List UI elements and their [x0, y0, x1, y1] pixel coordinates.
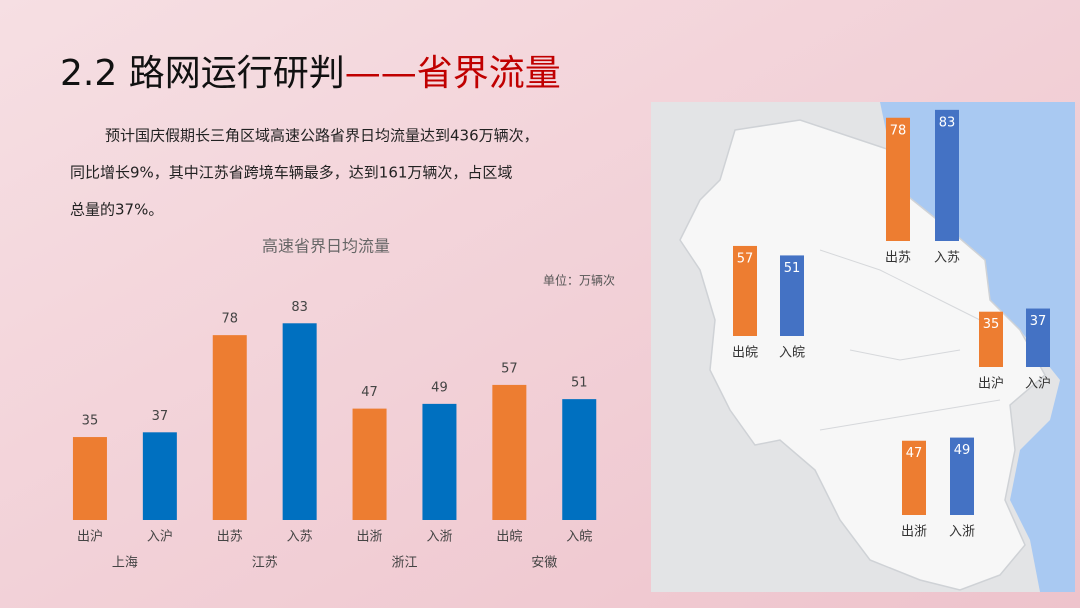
x-tick-label: 出沪	[77, 529, 103, 545]
map-value-label: 49	[954, 443, 971, 458]
bar	[142, 432, 177, 520]
paragraph-line: 同比增长9%，其中江苏省跨境车辆最多，达到161万辆次，占区域	[70, 164, 512, 182]
value-label: 37	[152, 409, 169, 424]
group-label: 上海	[112, 556, 138, 571]
unit-label: 单位：万辆次	[543, 273, 615, 288]
value-label: 47	[361, 385, 378, 400]
map	[651, 102, 1075, 592]
slide-title: 2.2 路网运行研判——省界流量	[60, 53, 561, 94]
map-sea	[880, 102, 1075, 592]
x-tick-label: 入沪	[147, 529, 173, 545]
x-tick-label: 出皖	[496, 530, 522, 545]
bar	[422, 403, 457, 520]
map-bar	[733, 245, 757, 336]
value-label: 57	[501, 361, 518, 376]
map-bar	[979, 311, 1003, 367]
map-value-label: 37	[1030, 314, 1047, 329]
bar	[212, 335, 247, 520]
x-tick-label: 出浙	[357, 530, 383, 545]
map-bar	[780, 255, 804, 336]
x-tick-label: 入苏	[287, 529, 313, 545]
map-bar-label: 入苏	[934, 250, 960, 266]
map-bar	[950, 437, 974, 515]
value-label: 51	[571, 376, 588, 391]
group-label: 安徽	[531, 556, 557, 571]
map-bar	[935, 109, 959, 241]
bar	[562, 399, 597, 520]
bar	[282, 323, 317, 520]
x-tick-label: 入皖	[566, 530, 592, 545]
map-bar-label: 入浙	[949, 525, 975, 540]
paragraph-line: 预计国庆假期长三角区域高速公路省界日均流量达到436万辆次，	[105, 127, 539, 145]
value-label: 78	[221, 312, 238, 327]
group-label: 浙江	[391, 556, 417, 571]
map-bar	[1026, 308, 1050, 367]
map-bar	[886, 117, 910, 241]
map-bar-label: 入皖	[779, 346, 805, 361]
map-bar	[902, 440, 926, 515]
map-value-label: 83	[939, 115, 956, 130]
map-value-label: 78	[890, 123, 907, 138]
map-bar-label: 出苏	[885, 250, 911, 266]
x-tick-label: 出苏	[217, 529, 243, 545]
title-accent: ——省界流量	[345, 53, 561, 94]
bar	[492, 384, 527, 520]
value-label: 49	[431, 380, 448, 395]
map-value-label: 47	[906, 446, 923, 461]
map-bar-label: 出浙	[901, 525, 927, 540]
map-bar-label: 出沪	[978, 376, 1004, 392]
group-label: 江苏	[252, 555, 278, 571]
map-value-label: 51	[784, 261, 801, 276]
map-value-label: 35	[983, 317, 1000, 332]
chart-title: 高速省界日均流量	[262, 237, 390, 256]
map-border	[819, 249, 1001, 431]
map-bar-label: 出皖	[732, 346, 758, 361]
bar	[352, 408, 387, 520]
map-bar-label: 入沪	[1025, 376, 1051, 392]
paragraph-line: 总量的37%。	[70, 201, 163, 219]
bar	[72, 437, 107, 520]
map-value-label: 57	[737, 251, 754, 266]
title-main: 2.2 路网运行研判	[60, 53, 345, 94]
value-label: 83	[291, 300, 308, 315]
value-label: 35	[82, 414, 99, 429]
x-tick-label: 入浙	[426, 530, 452, 545]
